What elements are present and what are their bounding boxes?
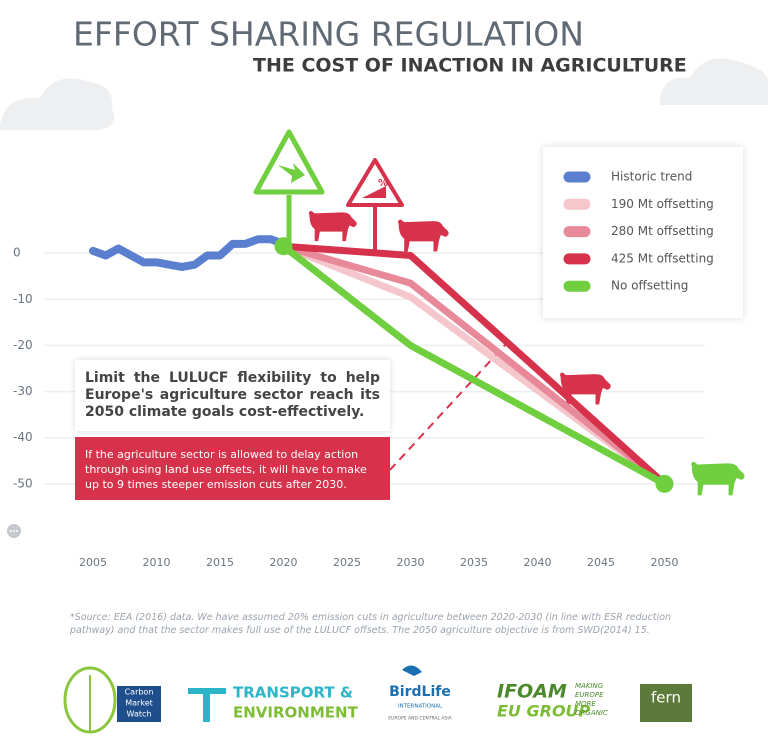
x-tick-label: 2050 [651, 556, 679, 569]
y-tick-label: 0 [13, 246, 21, 260]
x-tick-label: 2045 [587, 556, 615, 569]
annotation-connector [389, 344, 506, 471]
logo-text: TRANSPORT & [233, 684, 353, 702]
endpoint [655, 474, 674, 493]
logos: Carbon Market Watch TRANSPORT & ENVIRONM… [63, 665, 692, 734]
x-tick-label: 2010 [143, 556, 171, 569]
x-tick-label: 2030 [397, 556, 425, 569]
series-line [89, 235, 288, 271]
y-tick-label: -40 [13, 430, 33, 444]
logo-text: Carbon [125, 688, 154, 697]
logo-text: Watch [127, 710, 152, 719]
logo-text: IFOAM [497, 681, 567, 703]
source-note: *Source: EEA (2016) data. We have assume… [70, 612, 672, 636]
annotation-text: If the agriculture sector is allowed to … [75, 437, 390, 500]
plot [89, 235, 674, 493]
logo-text: ORGANIC [575, 709, 608, 717]
series-line [280, 242, 668, 488]
logo-text: MORE [575, 700, 596, 708]
y-tick-label: -20 [13, 338, 33, 352]
legend-label: Historic trend [611, 170, 692, 184]
y-tick-label: -50 [13, 476, 33, 490]
x-tick-label: 2020 [270, 556, 298, 569]
logo-text: ENVIRONMENT [233, 704, 359, 722]
logo-text: fern [651, 689, 681, 707]
logo-text: MAKING [575, 682, 604, 690]
y-tick-label: -10 [13, 292, 33, 306]
legend: Historic trend 190 Mt offsetting 280 Mt of… [563, 170, 714, 293]
x-tick-label: 2015 [206, 556, 234, 569]
legend-label: No offsetting [611, 279, 688, 293]
series-line [280, 242, 668, 488]
logo-text: EUROPE [575, 691, 604, 699]
x-tick-label: 2005 [79, 556, 107, 569]
legend-label: 425 Mt offsetting [611, 251, 714, 265]
ellipsis-marker [7, 524, 21, 538]
clouds [0, 58, 768, 130]
title: EFFORT SHARING REGULATION [73, 15, 584, 54]
x-tick-label: 2025 [333, 556, 361, 569]
legend-label: 280 Mt offsetting [611, 224, 714, 238]
x-tick-label: 2040 [524, 556, 552, 569]
logo-text: EU GROUP [497, 702, 591, 721]
signs: % [253, 129, 404, 250]
x-tick-label: 2035 [460, 556, 488, 569]
subtitle: THE COST OF INACTION IN AGRICULTURE [253, 55, 687, 77]
logo-text: Market [125, 699, 153, 708]
logo-text: EUROPE AND CENTRAL ASIA [388, 716, 452, 722]
sign-label: % [378, 178, 388, 189]
y-tick-label: -30 [13, 384, 33, 398]
annotation-title: Limit the LULUCF flexibility to help Eur… [75, 360, 390, 431]
logo-text: INTERNATIONAL [398, 704, 443, 710]
logo-text: BirdLife [389, 684, 451, 700]
series-line [280, 242, 668, 488]
legend-label: 190 Mt offsetting [611, 197, 714, 211]
series-line [280, 242, 668, 488]
endpoint [274, 237, 293, 256]
